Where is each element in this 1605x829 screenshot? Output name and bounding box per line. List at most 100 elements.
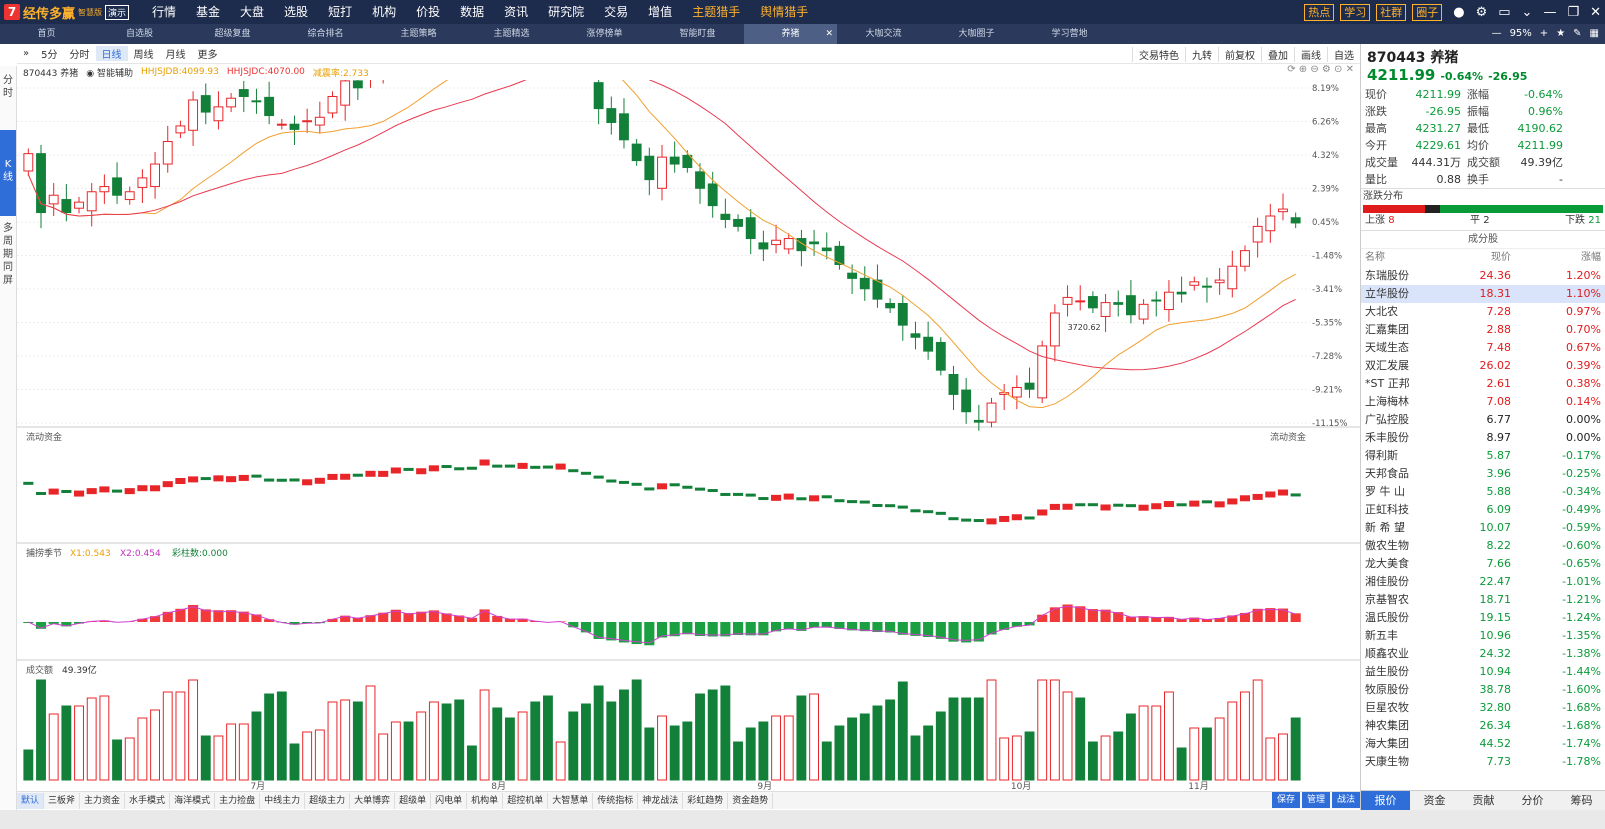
indicator-button-6[interactable]: 中线主力 (260, 792, 306, 809)
constituent-row[interactable]: 罗 牛 山 5.88 -0.34% (1361, 483, 1605, 501)
toolbar-button-5[interactable]: 自选 (1327, 46, 1360, 62)
indicator-button-7[interactable]: 超级主力 (305, 792, 351, 809)
menu-item-9[interactable]: 研究院 (548, 5, 585, 19)
tab-item-8[interactable]: 养猪 ✕ (744, 24, 837, 44)
side-tab-kline[interactable]: K线 (0, 130, 16, 216)
side-tab-timeshare[interactable]: 分时 (3, 75, 13, 99)
constituent-row[interactable]: 东瑞股份 24.36 1.20% (1361, 267, 1605, 285)
zoom-in-icon[interactable]: + (1539, 28, 1549, 39)
circle-button[interactable]: 圈子 (1412, 3, 1443, 21)
manage-button[interactable]: 管理 (1301, 792, 1330, 808)
menu-item-10[interactable]: 交易 (604, 5, 629, 19)
menu-item-7[interactable]: 数据 (460, 5, 485, 19)
constituent-row[interactable]: 京基智农 18.71 -1.21% (1361, 591, 1605, 609)
constituent-row[interactable]: 龙大美食 7.66 -0.65% (1361, 555, 1605, 573)
menu-item-5[interactable]: 机构 (372, 5, 397, 19)
indicator-button-15[interactable]: 神龙战法 (638, 792, 684, 809)
constituent-row[interactable]: 湘佳股份 22.47 -1.01% (1361, 573, 1605, 591)
menu-item-4[interactable]: 短打 (328, 5, 353, 19)
indicator-button-17[interactable]: 资金趋势 (728, 792, 774, 809)
pen-icon[interactable]: ✎ (1573, 28, 1582, 39)
window-icon[interactable]: ▭ (1498, 4, 1511, 20)
indicator-button-13[interactable]: 大智慧单 (548, 792, 594, 809)
learn-button[interactable]: 学习 (1340, 3, 1371, 21)
menu-item-8[interactable]: 资讯 (504, 5, 529, 19)
tab-item-2[interactable]: 超级复盘 (186, 24, 279, 44)
tab-item-7[interactable]: 智能盯盘 (651, 24, 744, 44)
toolbar-button-2[interactable]: 前复权 (1218, 46, 1261, 62)
constituent-row[interactable]: 海大集团 44.52 -1.74% (1361, 735, 1605, 753)
constituent-row[interactable]: 立华股份 18.31 1.10% (1361, 285, 1605, 303)
tab-item-1[interactable]: 自选股 (93, 24, 186, 44)
indicator-button-1[interactable]: 三板斧 (44, 792, 81, 809)
tab-item-10[interactable]: 大咖圈子 (930, 24, 1023, 44)
menu-item-1[interactable]: 基金 (196, 5, 221, 19)
panel-tab-2[interactable]: 贡献 (1472, 794, 1495, 807)
chart-controls[interactable]: ⟳ ⊕ ⊖ ⚙ ⊙ ✕ (1287, 64, 1354, 75)
panel-tab-4[interactable]: 筹码 (1570, 794, 1593, 807)
minimize-icon[interactable]: — (1543, 4, 1557, 20)
constituent-row[interactable]: *ST 正邦 2.61 0.38% (1361, 375, 1605, 393)
menu-item-3[interactable]: 选股 (284, 5, 309, 19)
constituent-row[interactable]: 大北农 7.28 0.97% (1361, 303, 1605, 321)
chevron-down-icon[interactable]: ⌄ (1521, 4, 1533, 20)
menu-item-0[interactable]: 行情 (152, 5, 177, 19)
indicator-button-14[interactable]: 传统指标 (593, 792, 639, 809)
kline-chart[interactable]: 8.19% 6.26% 4.32% 2.39% 0.45% -1.48% -3.41% -5.… (0, 80, 1360, 792)
menu-item-6[interactable]: 价投 (416, 5, 441, 19)
indicator-button-11[interactable]: 机构单 (467, 792, 504, 809)
tab-item-6[interactable]: 涨停榜单 (558, 24, 651, 44)
indicator-button-9[interactable]: 超级单 (395, 792, 432, 809)
gear-icon[interactable]: ⚙ (1475, 4, 1488, 20)
indicator-button-10[interactable]: 闪电单 (431, 792, 468, 809)
tab-item-9[interactable]: 大咖交流 (837, 24, 930, 44)
constituent-row[interactable]: 益生股份 10.94 -1.44% (1361, 663, 1605, 681)
side-tab-multiperiod[interactable]: 多周期同屏 (3, 223, 13, 286)
constituent-row[interactable]: 新五丰 10.96 -1.35% (1361, 627, 1605, 645)
menu-item-12[interactable]: 主题猎手 (692, 5, 741, 19)
menu-item-13[interactable]: 舆情猎手 (760, 5, 809, 19)
smart-assist-toggle[interactable]: ◉ 智能辅助 (86, 68, 133, 79)
tab-item-11[interactable]: 学习营地 (1023, 24, 1116, 44)
indicator-button-5[interactable]: 主力捡盘 (215, 792, 261, 809)
panel-tab-0[interactable]: 报价 (1361, 791, 1410, 810)
hot-button[interactable]: 热点 (1304, 3, 1335, 21)
indicator-button-3[interactable]: 水手模式 (125, 792, 171, 809)
tab-item-0[interactable]: 首页 (0, 24, 93, 44)
tab-close-icon[interactable]: ✕ (825, 29, 833, 39)
expand-icon[interactable]: » (23, 48, 30, 59)
period-button-1[interactable]: 分时 (69, 50, 90, 61)
period-button-5[interactable]: 更多 (197, 50, 218, 61)
constituent-row[interactable]: 双汇发展 26.02 0.39% (1361, 357, 1605, 375)
constituent-row[interactable]: 得利斯 5.87 -0.17% (1361, 447, 1605, 465)
panel-tab-1[interactable]: 资金 (1423, 794, 1446, 807)
save-button[interactable]: 保存 (1271, 792, 1300, 808)
restore-icon[interactable]: ❐ (1567, 4, 1580, 20)
indicator-button-0[interactable]: 默认 (17, 792, 45, 809)
constituent-row[interactable]: 温氏股份 19.15 -1.24% (1361, 609, 1605, 627)
constituent-row[interactable]: 天邦食品 3.96 -0.25% (1361, 465, 1605, 483)
period-button-4[interactable]: 月线 (165, 50, 186, 61)
zoom-out-icon[interactable]: — (1491, 28, 1502, 39)
constituent-row[interactable]: 广弘控股 6.77 0.00% (1361, 411, 1605, 429)
period-button-2[interactable]: 日线 (95, 46, 128, 61)
constituent-row[interactable]: 顺鑫农业 24.32 -1.38% (1361, 645, 1605, 663)
panel-tab-3[interactable]: 分价 (1521, 794, 1544, 807)
indicator-button-2[interactable]: 主力资金 (80, 792, 126, 809)
community-button[interactable]: 社群 (1376, 3, 1407, 21)
constituent-row[interactable]: 新 希 望 10.07 -0.59% (1361, 519, 1605, 537)
indicator-button-16[interactable]: 彩虹趋势 (683, 792, 729, 809)
grid-icon[interactable]: ▦ (1589, 28, 1599, 39)
constituent-row[interactable]: 正虹科技 6.09 -0.49% (1361, 501, 1605, 519)
tab-item-3[interactable]: 综合排名 (279, 24, 372, 44)
toolbar-button-4[interactable]: 画线 (1294, 46, 1327, 62)
constituent-row[interactable]: 禾丰股份 8.97 0.00% (1361, 429, 1605, 447)
constituent-row[interactable]: 天域生态 7.48 0.67% (1361, 339, 1605, 357)
toolbar-button-1[interactable]: 九转 (1185, 46, 1218, 62)
indicator-button-8[interactable]: 大单博弈 (350, 792, 396, 809)
tab-item-4[interactable]: 主题策略 (372, 24, 465, 44)
indicator-button-12[interactable]: 超控机单 (503, 792, 549, 809)
menu-item-11[interactable]: 增值 (648, 5, 673, 19)
constituent-row[interactable]: 巨星农牧 32.80 -1.68% (1361, 699, 1605, 717)
constituent-row[interactable]: 牧原股份 38.78 -1.60% (1361, 681, 1605, 699)
